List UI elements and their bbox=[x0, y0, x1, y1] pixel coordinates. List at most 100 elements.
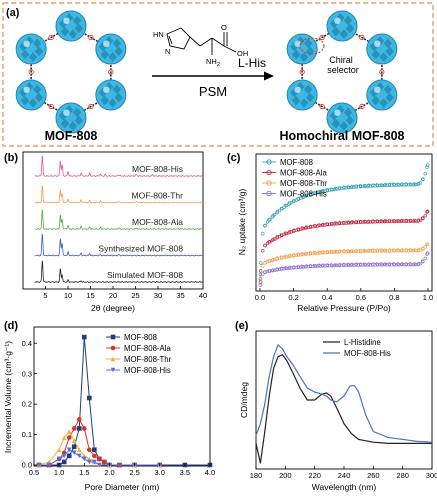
isotherm-point bbox=[363, 249, 368, 253]
isotherm-point bbox=[356, 249, 361, 254]
isotherm-point bbox=[425, 165, 429, 169]
isotherm-point bbox=[304, 225, 309, 229]
isotherm-point bbox=[390, 183, 394, 187]
cluster-facet bbox=[343, 15, 353, 26]
cluster-facet bbox=[58, 110, 68, 121]
mof-808-label: MOF-808 bbox=[45, 129, 98, 143]
isotherm-point bbox=[358, 262, 363, 266]
isotherm-point bbox=[292, 228, 296, 233]
isotherm-point bbox=[366, 249, 370, 253]
isotherm-point bbox=[342, 262, 346, 267]
xtick-label: 200 bbox=[279, 471, 292, 480]
cluster-facet bbox=[343, 107, 353, 118]
isotherm-point bbox=[399, 183, 404, 187]
process-label: PSM bbox=[199, 84, 227, 99]
xrd-trace-label: Simulated MOF-808 bbox=[107, 270, 183, 280]
linker-ring bbox=[359, 34, 365, 41]
isotherm-point bbox=[346, 249, 350, 253]
cluster-highlight bbox=[294, 40, 301, 48]
cluster-highlight bbox=[23, 40, 30, 48]
isotherm-mof-808-his bbox=[258, 251, 430, 287]
reagent-label: L-His bbox=[238, 56, 266, 70]
cluster-facet bbox=[291, 95, 301, 106]
isotherm-point bbox=[346, 220, 350, 224]
isotherm-point bbox=[400, 248, 404, 252]
isotherm-point bbox=[404, 182, 408, 186]
ytick-label: 0.2 bbox=[22, 400, 32, 409]
isotherm-point bbox=[396, 262, 400, 266]
data-marker bbox=[87, 459, 92, 465]
isotherm-point bbox=[392, 219, 396, 224]
cluster-facet bbox=[64, 13, 74, 23]
isotherm-point bbox=[304, 265, 308, 269]
xtick-label: 180 bbox=[250, 471, 263, 480]
isotherm-point bbox=[292, 198, 296, 203]
isotherm-point bbox=[387, 219, 392, 223]
isotherm-point bbox=[313, 191, 317, 195]
isotherm-point bbox=[400, 218, 404, 223]
isotherm-point bbox=[354, 248, 359, 253]
zr6-cluster bbox=[15, 79, 47, 111]
isotherm-point bbox=[354, 262, 359, 267]
nh2-atom: NH2 bbox=[206, 57, 220, 68]
isotherm-point bbox=[350, 262, 354, 267]
legend-label: MOF-808-His bbox=[344, 349, 391, 358]
xtick-label: 220 bbox=[308, 471, 321, 480]
isotherm-point bbox=[292, 265, 296, 269]
isotherm-point bbox=[358, 248, 363, 253]
isotherm-point bbox=[418, 218, 423, 222]
linker-ring bbox=[28, 69, 34, 75]
isotherm-point bbox=[296, 265, 301, 270]
isotherm-point bbox=[263, 224, 267, 228]
isotherm-point bbox=[321, 222, 325, 227]
cluster-highlight bbox=[103, 40, 110, 48]
cluster-facet bbox=[74, 23, 84, 34]
xtick-label: 1.0 bbox=[423, 293, 433, 302]
isotherm-point bbox=[279, 266, 284, 271]
data-marker bbox=[76, 417, 82, 422]
cluster-highlight bbox=[374, 86, 381, 94]
isotherm-point bbox=[271, 237, 275, 242]
isotherm-point bbox=[347, 221, 351, 225]
isotherm-point bbox=[294, 265, 298, 270]
isotherm-point bbox=[356, 220, 361, 225]
isotherm-point bbox=[362, 183, 367, 188]
isotherm-point bbox=[296, 227, 300, 231]
isotherm-point bbox=[311, 224, 315, 229]
isotherm-point bbox=[366, 184, 370, 188]
panel-b-traces bbox=[34, 155, 204, 283]
imidazole-ring bbox=[166, 27, 191, 50]
legend-label: MOF-808-Ala bbox=[124, 344, 171, 353]
cluster-facet bbox=[114, 92, 123, 103]
isotherm-point bbox=[279, 233, 284, 237]
isotherm-point bbox=[304, 226, 308, 230]
isotherm-point bbox=[296, 253, 301, 257]
cluster-highlight bbox=[374, 40, 381, 48]
cd-trace-l-histidine bbox=[255, 354, 432, 464]
isotherm-point bbox=[379, 248, 383, 252]
panel-a: (a) MOF-808 Homochiral MOF-808 HN N O OH… bbox=[2, 2, 434, 147]
isotherm-point bbox=[404, 218, 408, 223]
data-marker bbox=[97, 456, 102, 462]
reaction-arrow-head bbox=[264, 71, 274, 81]
isotherm-point bbox=[425, 252, 429, 256]
xrd-trace-synthesized-mof-808 bbox=[34, 233, 203, 257]
isotherm-point bbox=[300, 252, 304, 256]
isotherm-point bbox=[267, 218, 271, 222]
zr6-cluster bbox=[366, 79, 398, 111]
isotherm-point bbox=[408, 218, 413, 223]
isotherm-mof-808-ala bbox=[258, 209, 430, 281]
isotherm-point bbox=[342, 249, 346, 253]
isotherm-point bbox=[275, 235, 279, 239]
isotherm-point bbox=[347, 249, 351, 254]
isotherm-point bbox=[358, 184, 363, 188]
isotherm-point bbox=[379, 219, 383, 223]
isotherm-point bbox=[337, 186, 342, 190]
isotherm-point bbox=[321, 250, 325, 254]
data-marker bbox=[110, 356, 116, 362]
isotherm-point bbox=[390, 263, 394, 267]
data-marker bbox=[110, 367, 116, 373]
panel-b-label: (b) bbox=[4, 152, 18, 164]
